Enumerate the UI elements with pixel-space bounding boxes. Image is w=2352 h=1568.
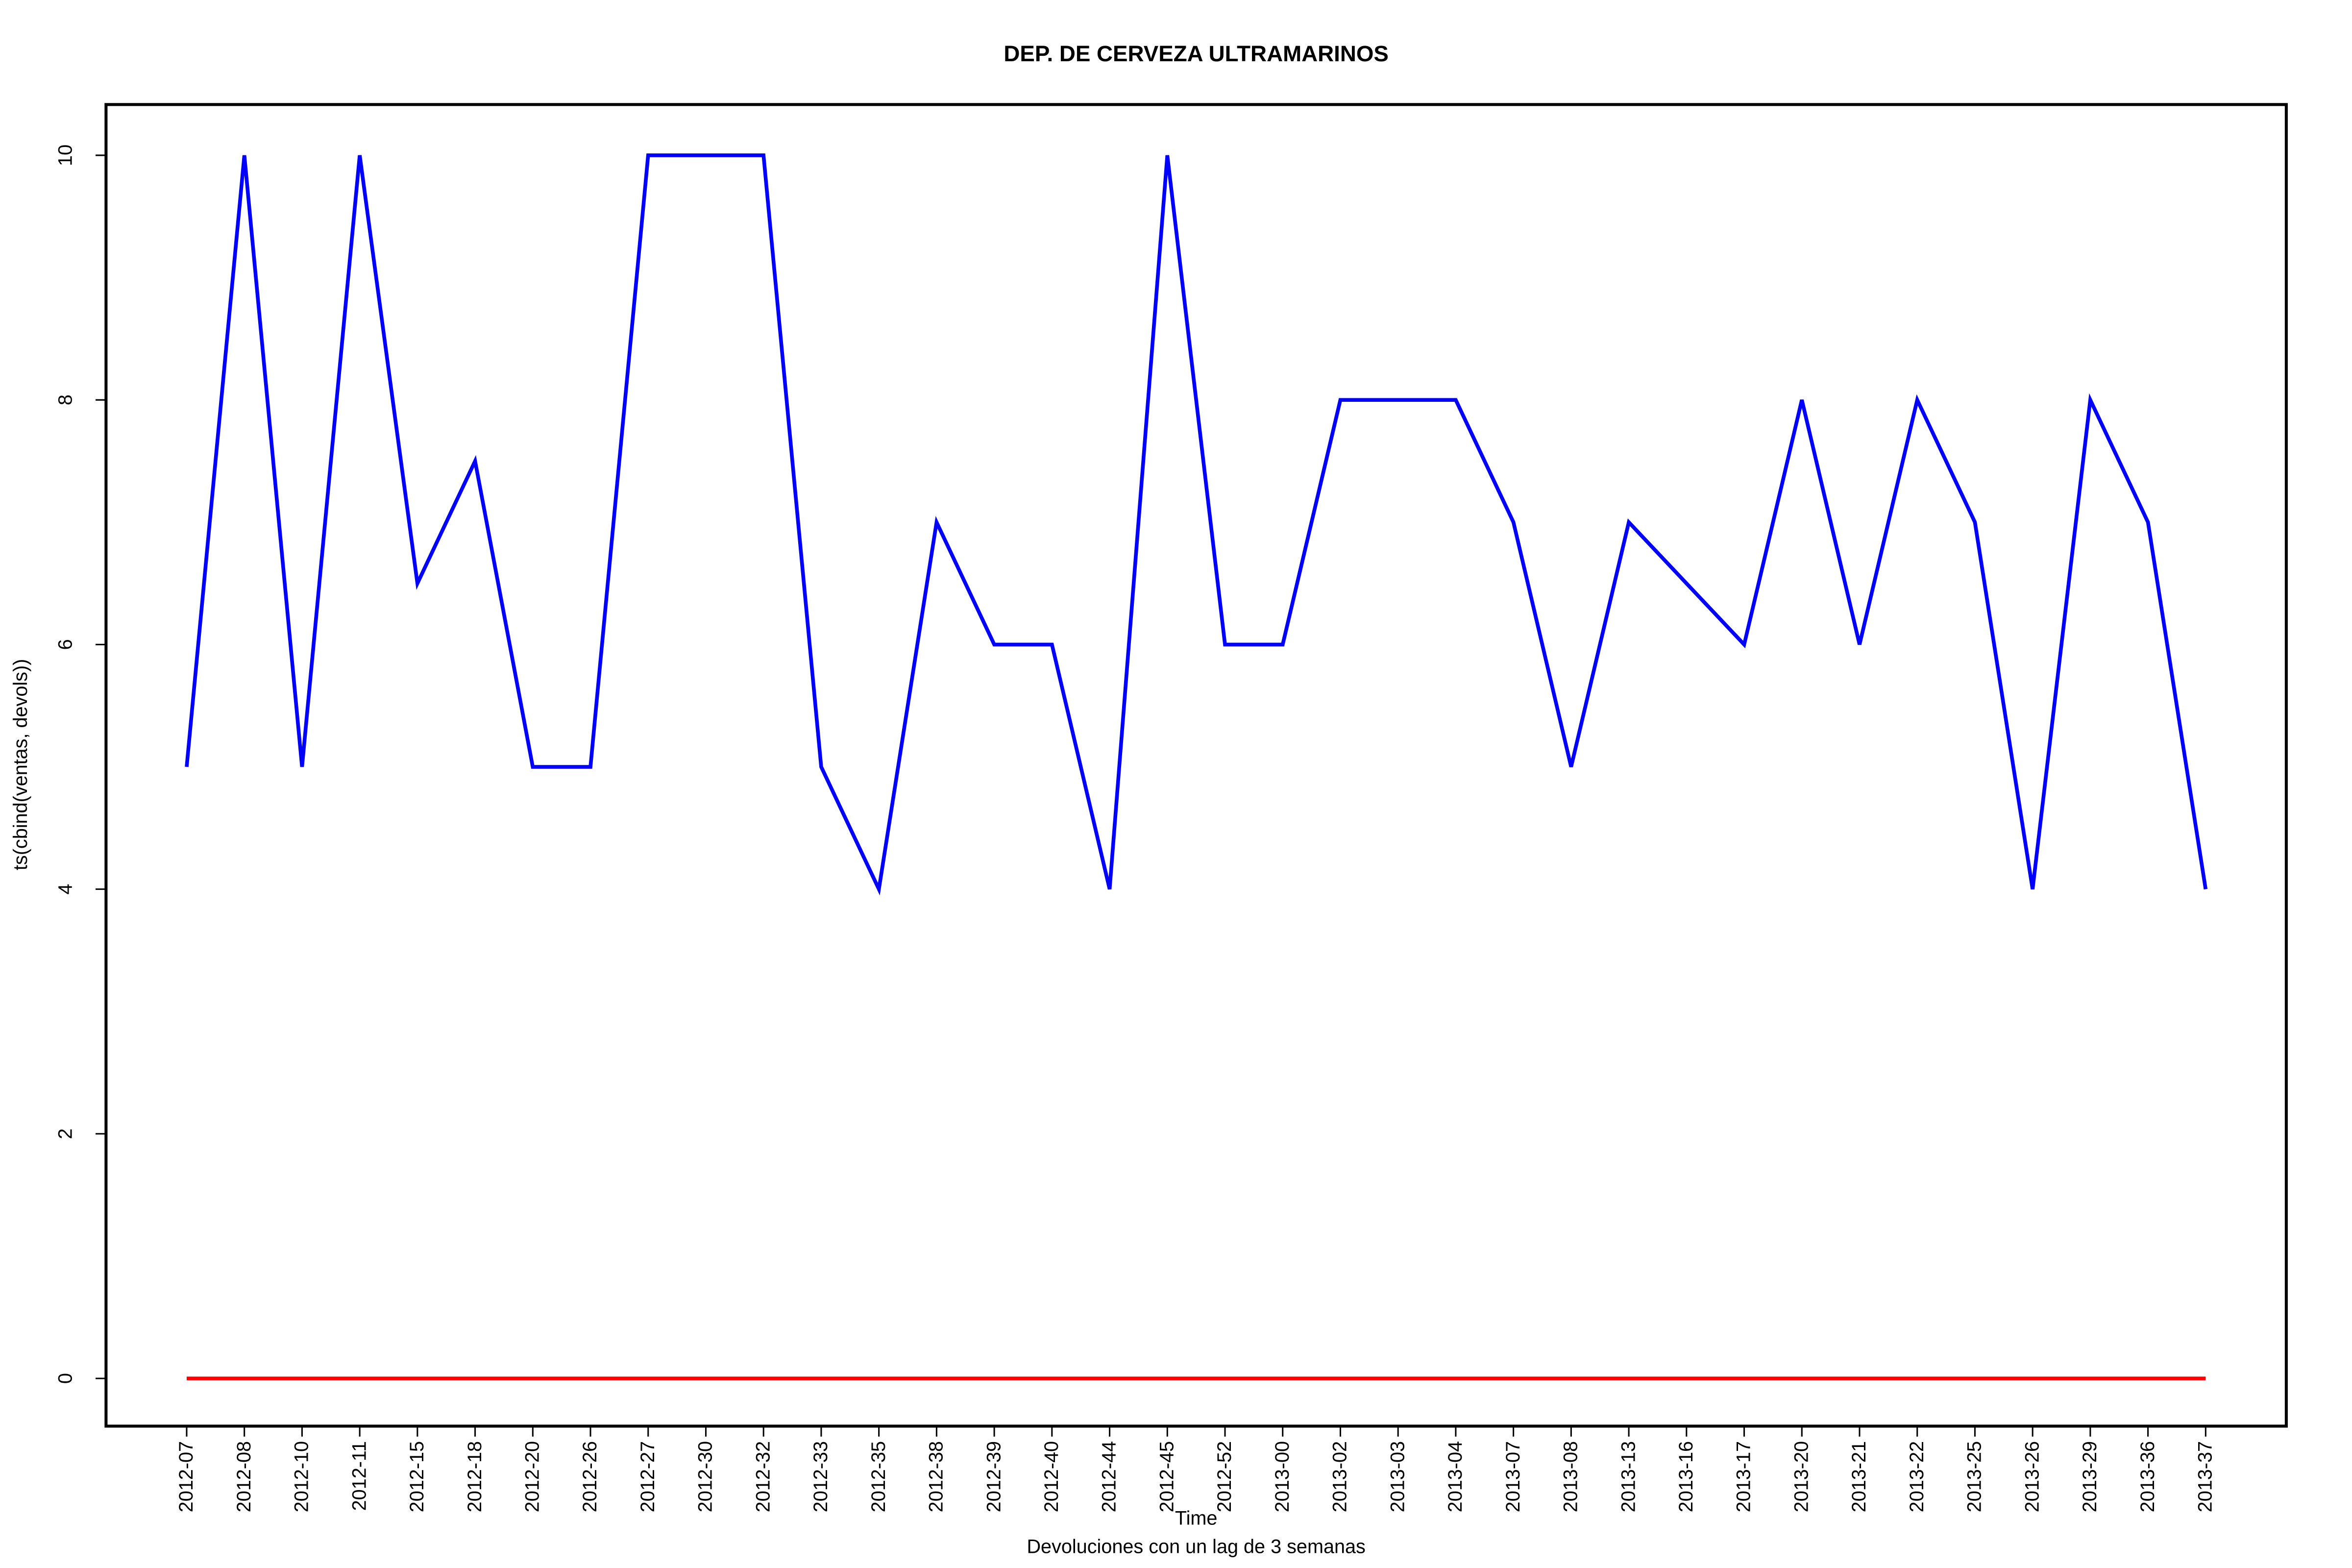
x-tick-label: 2013-37 xyxy=(2195,1441,2216,1512)
x-tick-label: 2013-02 xyxy=(1329,1441,1351,1512)
series-line xyxy=(185,153,2208,896)
chart-title: DEP. DE CERVEZA ULTRAMARINOS xyxy=(1004,41,1389,66)
y-tick-label: 0 xyxy=(54,1373,76,1384)
x-tick-label: 2012-38 xyxy=(926,1441,947,1512)
x-axis-label: Time xyxy=(1175,1508,1218,1529)
x-tick-label: 2012-32 xyxy=(752,1441,774,1512)
x-tick-label: 2012-35 xyxy=(868,1441,889,1512)
x-tick-label: 2013-16 xyxy=(1675,1441,1697,1512)
x-tick-label: 2013-21 xyxy=(1848,1441,1870,1512)
x-tick-label: 2012-33 xyxy=(810,1441,832,1512)
x-tick-label: 2013-07 xyxy=(1502,1441,1524,1512)
x-tick-label: 2012-20 xyxy=(521,1441,543,1512)
x-tick-label: 2012-27 xyxy=(637,1441,659,1512)
x-tick-label: 2012-30 xyxy=(695,1441,716,1512)
y-tick-label: 2 xyxy=(54,1128,76,1139)
x-tick-label: 2013-22 xyxy=(1906,1441,1928,1512)
x-tick-label: 2013-25 xyxy=(1964,1441,1985,1512)
x-tick-label: 2012-39 xyxy=(983,1441,1004,1512)
y-tick-label: 4 xyxy=(54,884,76,895)
y-tick-label: 6 xyxy=(54,639,76,650)
x-tick-label: 2012-40 xyxy=(1041,1441,1062,1512)
subtitle: Devoluciones con un lag de 3 semanas xyxy=(1027,1536,1365,1558)
x-tick-label: 2012-44 xyxy=(1099,1441,1120,1512)
x-tick-label: 2013-36 xyxy=(2137,1441,2158,1512)
x-tick-label: 2013-17 xyxy=(1733,1441,1755,1512)
plot-frame xyxy=(104,103,2288,1428)
x-tick-label: 2013-13 xyxy=(1617,1441,1639,1512)
x-tick-label: 2013-08 xyxy=(1560,1441,1582,1512)
y-tick-label: 10 xyxy=(54,145,76,166)
x-tick-label: 2012-52 xyxy=(1214,1441,1235,1512)
x-tick-label: 2013-26 xyxy=(2021,1441,2043,1512)
y-axis-label: ts(cbind(ventas, devols)) xyxy=(10,659,31,870)
x-tick-label: 2012-10 xyxy=(291,1441,313,1512)
x-tick-label: 2012-26 xyxy=(579,1441,601,1512)
x-tick-label: 2013-04 xyxy=(1445,1441,1466,1512)
x-tick-label: 2013-03 xyxy=(1387,1441,1408,1512)
x-tick-label: 2012-45 xyxy=(1156,1441,1177,1512)
x-tick-label: 2013-20 xyxy=(1790,1441,1812,1512)
x-tick-label: 2012-08 xyxy=(233,1441,255,1512)
x-tick-label: 2012-11 xyxy=(348,1441,370,1511)
x-tick-label: 2013-00 xyxy=(1272,1441,1293,1512)
x-tick-label: 2012-18 xyxy=(464,1441,486,1512)
x-tick-label: 2012-15 xyxy=(406,1441,428,1512)
x-tick-label: 2012-07 xyxy=(175,1441,197,1512)
y-tick-label: 8 xyxy=(54,394,76,405)
x-tick-label: 2013-29 xyxy=(2079,1441,2101,1512)
